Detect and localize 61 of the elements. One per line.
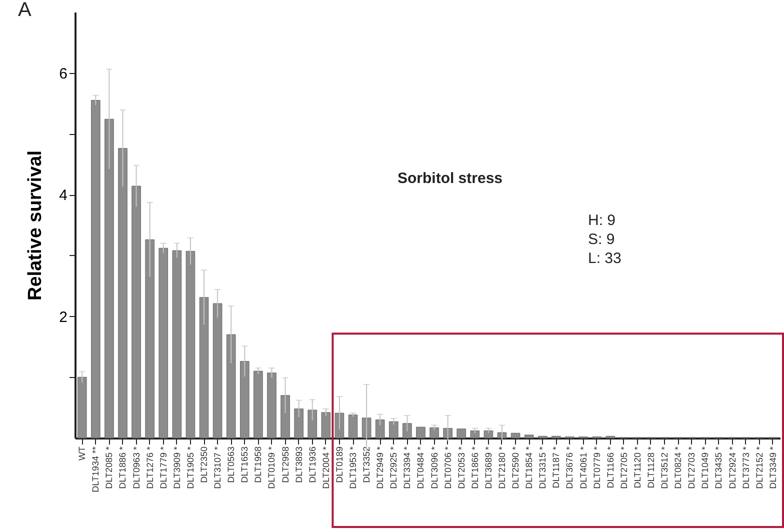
x-tick-label: DLT1953 * (348, 446, 358, 489)
x-tick-label: DLT1276 * (144, 446, 155, 489)
x-tick-label: DLT2925 * (388, 446, 399, 489)
x-tick-label: DLT2703 * (686, 446, 697, 489)
x-tick-label: DLT3349 * (768, 446, 778, 489)
x-tick-label: DLT3689 * (483, 446, 494, 489)
x-tick-label: DLT0963 * (131, 446, 142, 489)
x-tick-label: DLT1866 * (470, 446, 480, 489)
x-tick-label: DLT3435 * (714, 446, 724, 489)
x-tick-label: DLT1187 * (551, 446, 562, 488)
x-tick-label: DLT3676 * (564, 446, 575, 489)
x-tick-label: DLT2949 * (375, 446, 386, 489)
x-tick-label: DLT2590 * (510, 446, 521, 489)
x-tick-label: DLT0779 * (592, 446, 602, 489)
y-tick-label: 2 (59, 308, 68, 326)
x-tick-label: DLT0109 * (266, 446, 277, 489)
x-tick-label: DLT3394 * (402, 446, 412, 489)
x-tick-label: DLT2004 * (320, 446, 331, 489)
x-tick-label: DLT3096 * (429, 446, 440, 489)
x-tick-label: DLT2053 * (456, 446, 466, 489)
x-tick-label: DLT1934 ** (90, 446, 101, 492)
x-tick-label: DLT1049 * (700, 446, 710, 489)
x-tick-label: DLT2924 * (727, 446, 738, 489)
x-tick-label: DLT0563 (226, 446, 236, 483)
x-tick-label: DLT1653 (240, 446, 250, 483)
x-tick-label: DLT0706 * (442, 446, 453, 489)
x-tick-label: DLT4061 * (578, 446, 588, 489)
x-tick-label: DLT3512 * (660, 446, 670, 489)
x-tick-label: DLT2085 * (104, 446, 114, 489)
x-tick-label: DLT1936 (307, 446, 318, 483)
x-tick-label: WT (77, 446, 88, 460)
x-tick-label: DLT2350 (199, 446, 210, 483)
x-tick-label: DLT3773 * (740, 446, 751, 489)
x-tick-label: DLT3352 (362, 446, 372, 483)
text: A (18, 0, 32, 21)
x-tick-label: DLT2180 * (496, 446, 507, 489)
x-tick-label: DLT0189 (334, 446, 344, 483)
annotation: Sorbitol stress (397, 170, 503, 187)
annotation: H: 9 (588, 212, 616, 229)
x-tick-label: DLT3909 * (172, 446, 182, 489)
y-axis-title: Relative survival (25, 150, 46, 300)
x-tick-label: DLT1886 * (118, 446, 128, 489)
x-tick-label: DLT3315 * (538, 446, 548, 489)
annotation: S: 9 (588, 231, 615, 248)
y-tick-label: 4 (59, 187, 68, 204)
x-tick-label: DLT1120 * (632, 446, 642, 488)
x-tick-label: DLT3107 * (212, 446, 223, 489)
x-tick-label: DLT1128 * (646, 446, 656, 488)
x-tick-label: DLT1779 * (158, 446, 168, 489)
x-tick-label: DLT0824 * (673, 446, 684, 489)
annotation: L: 33 (588, 250, 622, 267)
x-tick-label: DLT2152 * (754, 446, 764, 489)
y-tick-label: 6 (59, 65, 68, 82)
x-tick-label: DLT1166 * (605, 446, 616, 488)
x-tick-label: DLT2958 (280, 446, 290, 483)
x-tick-label: DLT1905 * (185, 446, 196, 489)
x-tick-label: DLT0484 * (416, 446, 426, 489)
x-tick-label: DLT1958 (253, 446, 264, 483)
x-tick-label: DLT2705 * (618, 446, 629, 489)
x-tick-label: DLT3893 (294, 446, 304, 483)
x-tick-label: DLT1854 * (524, 446, 534, 489)
